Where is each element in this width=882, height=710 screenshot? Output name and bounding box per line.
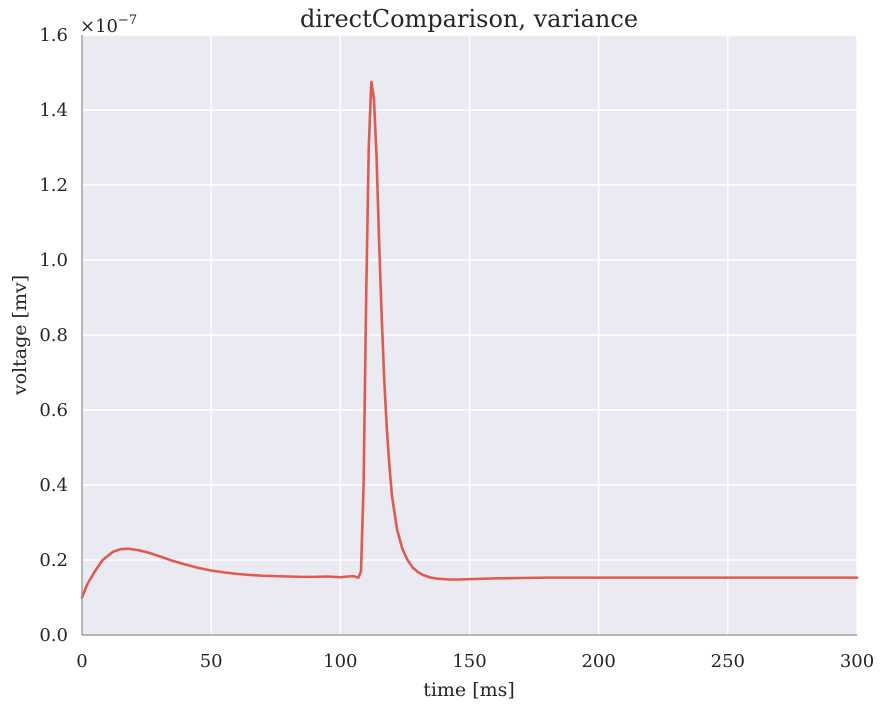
y-tick-label-0.4: 0.4 [39, 475, 68, 496]
y-tick-label-1.6: 1.6 [39, 25, 68, 46]
y-tick-label-0.6: 0.6 [39, 400, 68, 421]
x-tick-label-0: 0 [76, 651, 87, 672]
y-offset-label: ×10−7 [80, 13, 137, 37]
y-tick-label-0.0: 0.0 [39, 625, 68, 646]
y-tick-label-1.0: 1.0 [39, 250, 68, 271]
series-layer [80, 80, 859, 599]
x-tick-labels: 0 50 100 150 200 250 300 [76, 651, 874, 672]
y-offset-exponent: −7 [118, 13, 137, 28]
y-tick-label-0.8: 0.8 [39, 325, 68, 346]
x-tick-label-100: 100 [323, 651, 357, 672]
y-tick-labels: 0.0 0.2 0.4 0.6 0.8 1.0 1.2 1.4 1.6 [39, 25, 68, 646]
x-axis-label: time [ms] [423, 679, 515, 701]
series-line-0 [80, 80, 859, 599]
y-axis-label: voltage [mv] [9, 275, 31, 396]
chart-title: directComparison, variance [300, 5, 638, 33]
y-offset-base: ×10 [80, 16, 118, 37]
y-tick-label-0.2: 0.2 [39, 550, 68, 571]
x-tick-label-300: 300 [840, 651, 874, 672]
x-tick-label-200: 200 [581, 651, 615, 672]
y-tick-label-1.2: 1.2 [39, 175, 68, 196]
x-tick-label-250: 250 [711, 651, 745, 672]
x-tick-label-150: 150 [452, 651, 486, 672]
x-tick-label-50: 50 [200, 651, 223, 672]
y-tick-label-1.4: 1.4 [39, 100, 68, 121]
